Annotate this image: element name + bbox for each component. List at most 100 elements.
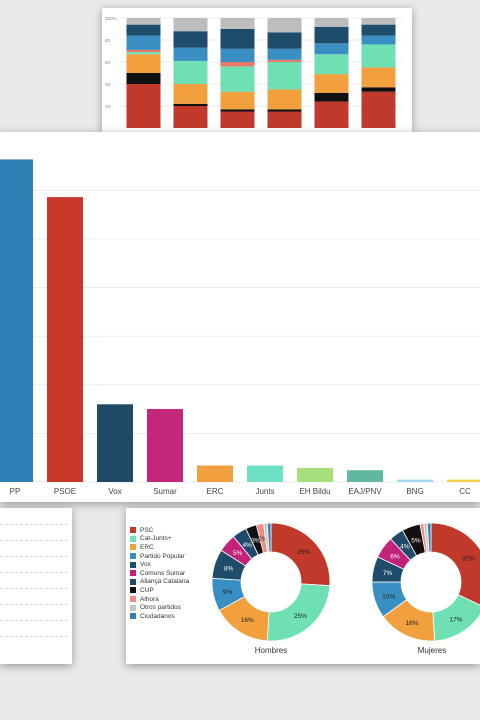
x-tick-label: BNG — [406, 487, 423, 496]
stacked-bar-segment — [220, 48, 255, 62]
table-row-line — [0, 540, 68, 541]
donut-slice-label: 9% — [223, 589, 233, 596]
donut-slice-label: 8% — [224, 566, 234, 573]
stacked-bar-segment — [126, 73, 161, 84]
legend-label: ERC — [140, 543, 154, 551]
bar-junts — [247, 465, 283, 482]
stacked-bar-segment — [361, 44, 396, 68]
y-tick-label: 60 — [105, 60, 111, 65]
legend-swatch — [130, 578, 136, 585]
donut-slice-label: 32% — [462, 556, 475, 563]
stacked-bar-segment — [267, 89, 302, 110]
donut-slice-label: 17% — [450, 616, 463, 623]
legend-item: ERC — [130, 543, 189, 552]
stacked-bar-segment — [173, 60, 208, 84]
stacked-bar-segment — [173, 18, 208, 32]
donut-slice — [266, 522, 272, 553]
stacked-bar-segment — [267, 109, 302, 112]
legend-item: PSC — [130, 526, 189, 535]
stacked-bar-segment — [220, 18, 255, 29]
stacked-bar-segment — [220, 111, 255, 128]
legend-item: Ciudadanos — [130, 612, 189, 621]
stacked-bar-segment — [267, 59, 302, 62]
donut-slice-label: 16% — [241, 617, 254, 624]
bar-eaj-pnv — [347, 470, 383, 482]
stacked-bar-segment — [361, 67, 396, 88]
legend-label: Partido Popular — [140, 552, 185, 560]
stacked-bar-segment — [267, 62, 302, 90]
table-row-line — [0, 556, 68, 557]
stacked-bar-segment — [361, 35, 396, 45]
legend-item: Cat-Junts+ — [130, 535, 189, 544]
stacked-bar-segment — [126, 35, 161, 50]
stacked-bar-segment — [126, 24, 161, 36]
y-tick-label: 20 — [105, 104, 111, 109]
stacked-bar-segment — [173, 103, 208, 106]
stacked-bar-segment — [126, 52, 161, 55]
legend-item: Comuns Sumar — [130, 569, 189, 578]
donut-chart-card: PSC Cat-Junts+ ERC Partido Popular Vox Comuns… — [126, 508, 480, 664]
x-tick-label: ERC — [207, 487, 224, 496]
x-tick-label: Vox — [108, 487, 121, 496]
legend-item: CUP — [130, 586, 189, 595]
bar-psoe — [47, 197, 83, 482]
donut-slice-label: 2% — [258, 536, 268, 543]
stacked-bar-segment — [314, 54, 349, 75]
legend-swatch — [130, 604, 136, 611]
legend-swatch — [130, 535, 136, 542]
table-panel — [0, 508, 72, 664]
legend-label: CUP — [140, 586, 154, 594]
donut-slice — [430, 522, 480, 606]
x-tick-label: Sumar — [153, 487, 177, 496]
y-tick-label: 80 — [105, 38, 111, 43]
bar-erc — [197, 465, 233, 482]
legend-item: Partido Popular — [130, 552, 189, 561]
x-tick-label: EAJ/PNV — [348, 487, 382, 496]
donut-slice — [426, 522, 432, 553]
stacked-bar-segment — [126, 49, 161, 53]
legend-label: Cat-Junts+ — [140, 535, 172, 543]
stacked-bar-segment — [267, 48, 302, 60]
stacked-bar-segment — [220, 91, 255, 110]
legend-swatch — [130, 527, 136, 534]
bar-pp — [0, 159, 33, 482]
x-tick-label: Junts — [255, 487, 274, 496]
stacked-bar-segment — [126, 18, 161, 25]
donut-legend: PSC Cat-Junts+ ERC Partido Popular Vox Comuns… — [130, 526, 189, 621]
stacked-bar-segment — [314, 18, 349, 27]
table-row-line — [0, 588, 68, 589]
stacked-bar-segment — [314, 101, 349, 128]
stacked-bar-segment — [220, 66, 255, 92]
donut-slice-label: 4% — [242, 542, 252, 549]
legend-swatch — [130, 570, 136, 577]
donut-title-hombres: Hombres — [254, 646, 288, 655]
table-row-line — [0, 620, 68, 621]
donut-slice-label: 3% — [251, 538, 261, 545]
legend-swatch — [130, 596, 136, 603]
stacked-bar-segment — [267, 18, 302, 33]
stacked-bar-segment — [267, 32, 302, 49]
stacked-bar-segment — [361, 18, 396, 25]
seats-bar-chart-card: PP PSOE Vox Sumar ERC Junts EH Bildu EAJ/PNV BNG… — [0, 132, 480, 502]
bar-sumar — [147, 409, 183, 482]
legend-label: Aliança Catalana — [140, 578, 190, 586]
legend-label: Vox — [140, 561, 151, 569]
legend-item: Aliança Catalana — [130, 578, 189, 587]
donut-slice-label: 16% — [406, 620, 419, 627]
stacked-bar-segment — [314, 43, 349, 55]
stacked-bar-segment — [126, 54, 161, 73]
legend-swatch — [130, 587, 136, 594]
table-row-line — [0, 524, 68, 525]
legend-label: Ciudadanos — [140, 612, 175, 620]
legend-swatch — [130, 544, 136, 551]
x-tick-label: EH Bildu — [299, 487, 330, 496]
stacked-bar-segment — [220, 109, 255, 112]
donut-slice-label: 26% — [297, 549, 310, 556]
bar-cc — [447, 479, 480, 482]
legend-label: PSC — [140, 526, 154, 534]
donut-slice-label: 4% — [400, 543, 410, 550]
donut-slice-label: 6% — [390, 553, 400, 560]
donut-charts: 26%25%16%9%8%5%4%3%2%32%17%16%10%7%6%4%5… — [211, 522, 480, 642]
x-tick-label: PSOE — [54, 487, 76, 496]
stacked-bar-segment — [314, 92, 349, 102]
